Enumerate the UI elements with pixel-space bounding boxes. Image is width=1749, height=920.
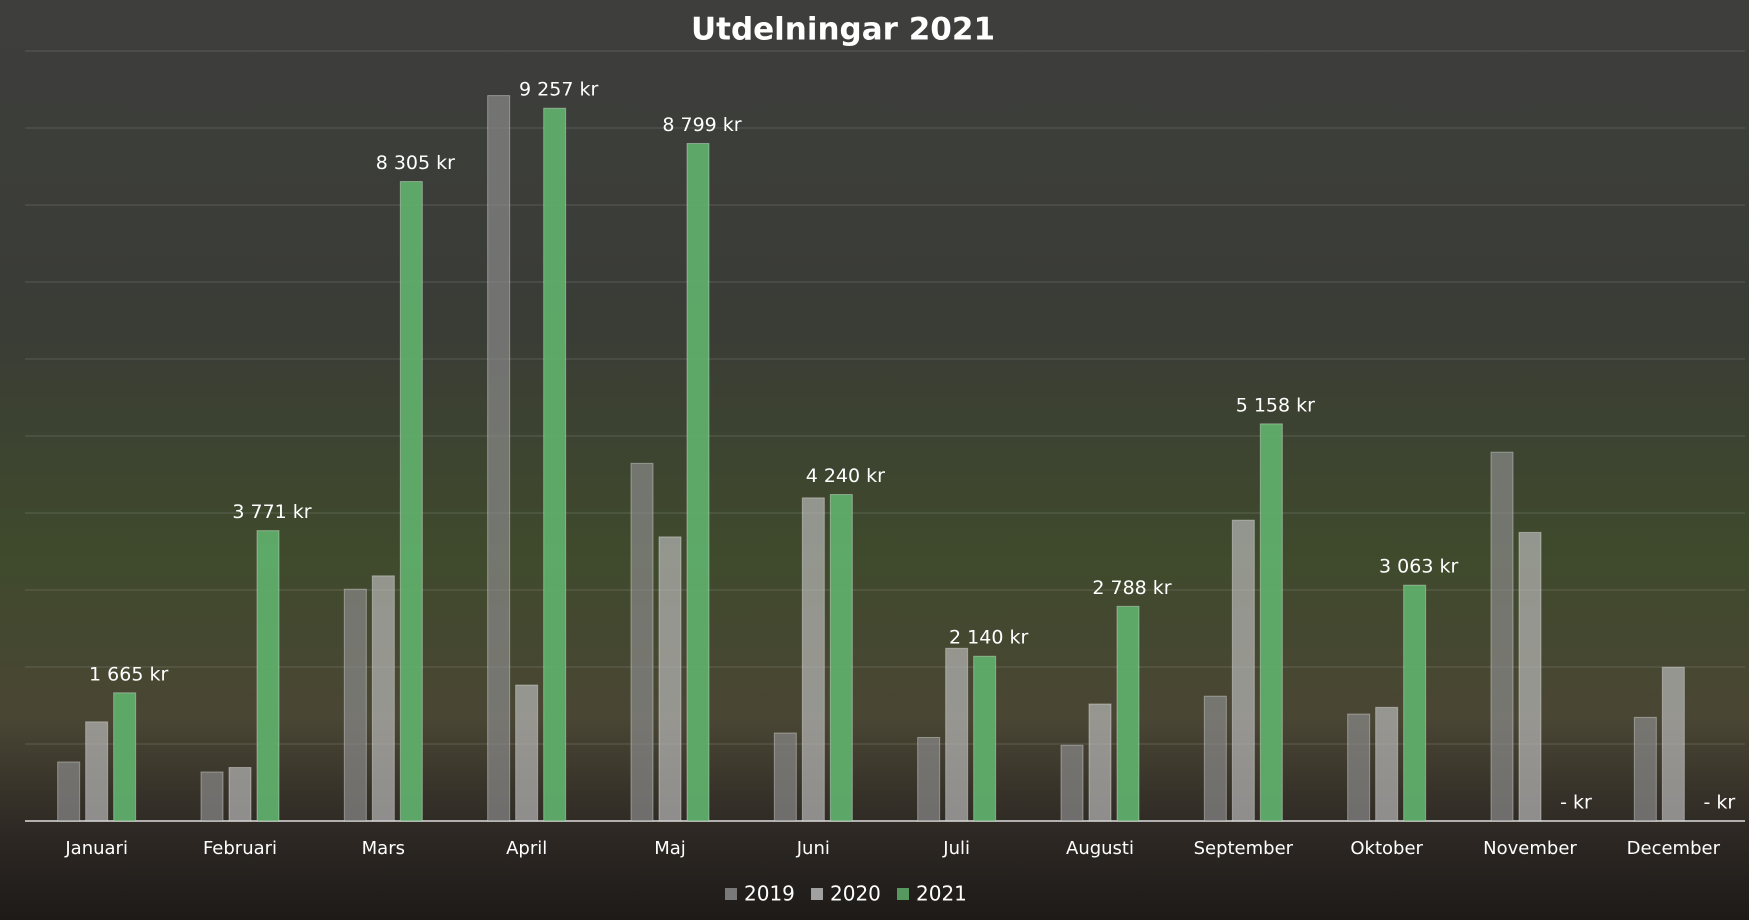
bar [228,766,252,822]
bar [85,721,109,822]
data-label: 8 305 kr [376,152,455,174]
bar [1375,706,1399,822]
bar [487,95,511,822]
bar [1633,716,1657,822]
bar [1490,451,1514,822]
bar [543,107,567,822]
legend-swatch [725,888,737,900]
bar [113,692,137,822]
bar [1661,666,1685,822]
bar [256,530,280,822]
bar [1518,531,1542,822]
x-tick-label: September [1194,838,1294,859]
legend-label: 2020 [830,882,881,906]
legend-label: 2021 [916,882,967,906]
x-tick-label: Oktober [1350,838,1423,859]
x-tick-label: Augusti [1066,838,1134,859]
bar [1060,744,1084,822]
bar [200,771,224,822]
bar [371,575,395,822]
data-label: 9 257 kr [519,79,598,101]
x-tick-label: Mars [362,838,405,859]
bar [1088,703,1112,822]
bar [1231,519,1255,822]
bar [945,647,969,822]
bar [658,536,682,822]
x-tick-label: Februari [203,838,277,859]
bar [630,462,654,822]
data-label: 4 240 kr [806,465,885,487]
data-label: 2 140 kr [949,627,1028,649]
legend-swatch [811,888,823,900]
data-label: 1 665 kr [89,663,168,685]
data-label: - kr [1560,792,1592,814]
data-label: 3 771 kr [232,501,311,523]
bar [1116,605,1140,822]
data-label: 2 788 kr [1092,577,1171,599]
data-label: 5 158 kr [1236,394,1315,416]
bar [829,494,853,822]
x-tick-label: Maj [654,838,686,859]
bar [773,732,797,822]
x-tick-label: Juli [942,838,970,859]
bar [515,684,539,822]
x-tick-label: November [1483,838,1577,859]
bar [917,736,941,822]
bar [973,655,997,822]
data-label: 8 799 kr [662,114,741,136]
data-label: - kr [1703,792,1735,814]
data-label: 3 063 kr [1379,556,1458,578]
bar [399,181,423,822]
x-tick-label: December [1627,838,1721,859]
bar [1347,713,1371,822]
x-tick-label: April [506,838,547,859]
bar [1203,695,1227,822]
bar [686,142,710,822]
bar [1259,423,1283,822]
bar [57,761,81,822]
x-tick-label: Juni [796,838,830,859]
bar [801,497,825,822]
x-tick-label: Januari [64,838,128,859]
legend-swatch [897,888,909,900]
chart-title: Utdelningar 2021 [691,12,995,48]
legend-label: 2019 [744,882,795,906]
bar [1403,584,1427,822]
bar [343,588,367,822]
